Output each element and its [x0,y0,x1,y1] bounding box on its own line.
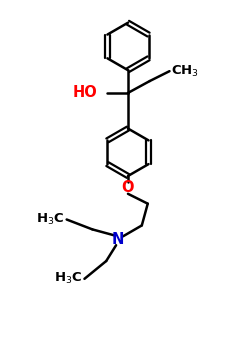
Text: HO: HO [72,85,97,100]
Text: N: N [112,232,124,247]
Text: CH$_3$: CH$_3$ [172,64,200,79]
Text: O: O [122,180,134,195]
Text: H$_3$C: H$_3$C [36,212,65,227]
Text: H$_3$C: H$_3$C [54,271,82,286]
